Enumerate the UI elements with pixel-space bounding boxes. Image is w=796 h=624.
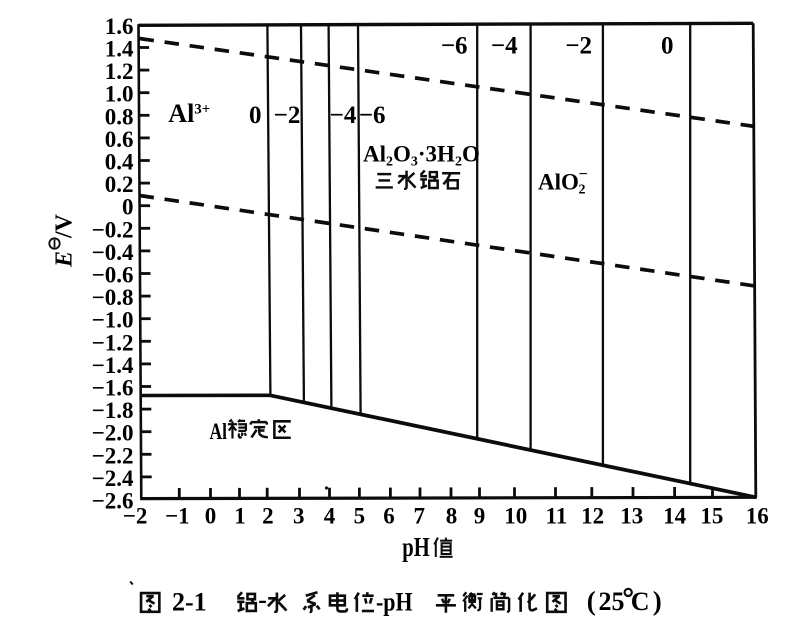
svg-text:−2.4: −2.4 [92,466,134,491]
svg-text:−6: −6 [441,33,468,60]
svg-text:): ) [653,586,662,616]
svg-text:1.6: 1.6 [105,14,134,39]
svg-text:−1.8: −1.8 [92,398,134,423]
svg-text:−0.2: −0.2 [92,217,134,242]
svg-text:pH: pH [402,532,430,562]
svg-text:−1.0: −1.0 [92,308,134,333]
svg-text:−2.2: −2.2 [92,443,134,468]
svg-text:E: E [52,251,78,268]
svg-text:−2: −2 [123,504,148,529]
svg-text:0.4: 0.4 [105,150,134,175]
svg-text:13: 13 [620,504,643,529]
svg-text:−6: −6 [359,102,386,129]
svg-text:16: 16 [746,504,769,529]
svg-text:7: 7 [413,504,425,529]
svg-text:−4: −4 [491,33,518,60]
svg-text:-pH: -pH [376,588,413,617]
svg-text:/V: /V [52,213,78,239]
svg-text:1.4: 1.4 [105,37,134,62]
svg-text:−1.6: −1.6 [92,376,134,401]
svg-text:2-1: 2-1 [172,588,207,617]
svg-text:-: - [258,585,267,614]
svg-text:−0.6: −0.6 [92,263,134,288]
svg-text:−4: −4 [330,102,357,129]
svg-text:−1.2: −1.2 [92,330,134,355]
svg-text:0: 0 [249,102,262,129]
svg-text:5: 5 [354,504,366,529]
svg-text:14: 14 [663,504,687,529]
svg-text:2: 2 [262,504,274,529]
svg-text:3: 3 [293,504,305,529]
svg-text:AlO: AlO [538,170,579,195]
svg-text:1.2: 1.2 [105,59,134,84]
svg-text:25: 25 [599,587,625,616]
svg-text:8: 8 [446,504,458,529]
svg-text:4: 4 [324,504,336,529]
svg-text:(: ( [587,586,596,616]
svg-text:10: 10 [504,504,527,529]
svg-text:0.8: 0.8 [105,104,134,129]
svg-text:12: 12 [581,504,604,529]
svg-text:0: 0 [122,195,134,220]
svg-text:11: 11 [546,504,568,529]
svg-text:−2: −2 [274,102,301,129]
svg-text:C: C [631,587,650,616]
svg-text:−1.4: −1.4 [92,353,134,378]
svg-text:−1: −1 [165,504,190,529]
svg-text:−: − [579,166,588,183]
svg-text:Al2O3·3H2O: Al2O3·3H2O [363,142,480,170]
svg-text:1: 1 [234,504,246,529]
svg-text:1.0: 1.0 [105,82,134,107]
svg-text:Al3+: Al3+ [168,99,210,128]
svg-text:0.6: 0.6 [105,127,134,152]
svg-text:0.2: 0.2 [105,172,134,197]
svg-text:2: 2 [579,183,586,198]
svg-text:0: 0 [661,33,674,60]
svg-text:−2: −2 [565,33,592,60]
svg-text:9: 9 [474,504,486,529]
svg-text:0: 0 [205,504,217,529]
svg-text:15: 15 [700,504,723,529]
svg-text:−0.4: −0.4 [92,240,134,265]
svg-text:Al: Al [210,419,228,444]
svg-text:−2.0: −2.0 [92,421,134,446]
svg-text:−0.8: −0.8 [92,285,134,310]
svg-text:6: 6 [383,504,395,529]
